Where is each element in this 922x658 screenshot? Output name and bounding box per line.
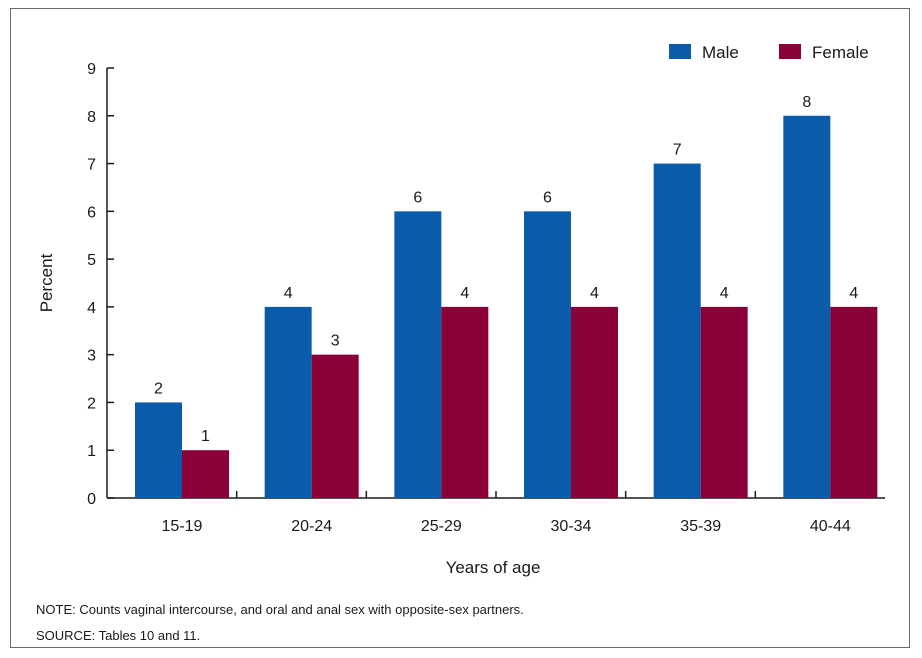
- data-labels: 2 1 4 3 6 4 6 4 7 4 8 4: [154, 94, 858, 445]
- data-label: 4: [460, 285, 469, 302]
- footnote-note: NOTE: Counts vaginal intercourse, and or…: [36, 602, 524, 617]
- data-label: 4: [590, 285, 599, 302]
- y-axis: 0 1 2 3 4 5 6 7 8 9: [87, 61, 114, 508]
- legend-label-female: Female: [812, 43, 869, 62]
- x-axis-title: Years of age: [446, 558, 541, 577]
- legend-swatch-male: [669, 44, 691, 59]
- bar-male-30-34: [524, 211, 571, 499]
- data-label: 4: [849, 285, 858, 302]
- data-label: 1: [201, 428, 210, 445]
- data-label: 7: [673, 142, 682, 159]
- y-tick-label: 5: [87, 252, 96, 269]
- y-tick-label: 2: [87, 395, 96, 412]
- bar-male-20-24: [264, 306, 312, 498]
- x-tick-label: 25-29: [421, 518, 462, 535]
- footnote-source: SOURCE: Tables 10 and 11.: [36, 628, 201, 643]
- bar-female-30-34: [571, 306, 618, 498]
- data-label: 3: [331, 333, 340, 350]
- bar-female-15-19: [182, 450, 229, 498]
- data-label: 2: [154, 380, 163, 397]
- legend-swatch-female: [779, 44, 801, 59]
- data-label: 6: [543, 189, 552, 206]
- y-axis-title: Percent: [37, 253, 56, 312]
- x-tick-label: 15-19: [162, 518, 203, 535]
- y-tick-label: 3: [87, 348, 96, 365]
- bar-female-40-44: [830, 306, 878, 498]
- data-label: 6: [413, 189, 422, 206]
- bar-male-25-29: [394, 211, 442, 499]
- bar-male-15-19: [135, 402, 182, 498]
- bar-female-20-24: [311, 354, 359, 498]
- bar-male-40-44: [783, 115, 831, 499]
- y-tick-label: 8: [87, 109, 96, 126]
- y-tick-label: 6: [87, 204, 96, 221]
- legend-label-male: Male: [702, 43, 739, 62]
- bar-female-35-39: [700, 306, 748, 498]
- x-tick-label: 30-34: [551, 518, 592, 535]
- bar-female-25-29: [441, 306, 489, 498]
- bar-male-35-39: [653, 163, 701, 499]
- bars: [135, 115, 878, 499]
- data-label: 4: [720, 285, 729, 302]
- bar-chart: 0 1 2 3 4 5 6 7 8 9 15-19 20-24 25-29 30-34 35-39 40-4…: [37, 43, 885, 577]
- x-tick-label: 40-44: [810, 518, 851, 535]
- legend: Male Female: [669, 43, 869, 62]
- y-tick-label: 4: [87, 300, 96, 317]
- x-tick-label: 20-24: [291, 518, 332, 535]
- y-tick-label: 0: [87, 491, 96, 508]
- x-tick-label: 35-39: [680, 518, 721, 535]
- data-label: 4: [284, 285, 293, 302]
- y-tick-label: 1: [87, 443, 96, 460]
- x-axis: 15-19 20-24 25-29 30-34 35-39 40-44: [107, 491, 885, 535]
- y-tick-label: 7: [87, 157, 96, 174]
- data-label: 8: [802, 94, 811, 111]
- y-tick-label: 9: [87, 61, 96, 78]
